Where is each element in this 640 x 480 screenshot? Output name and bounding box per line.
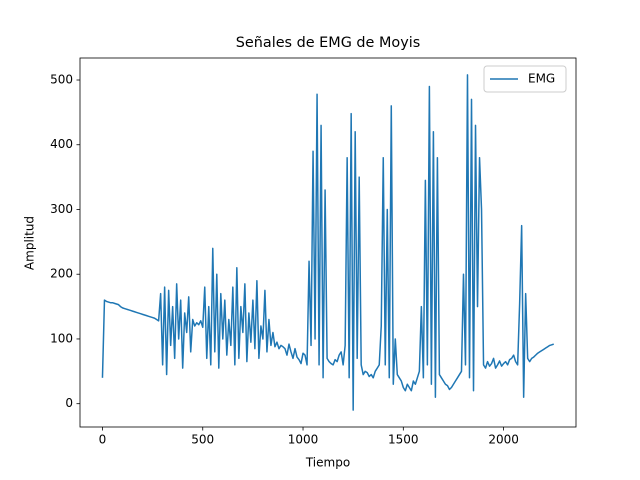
y-axis-label: Amplitud (23, 216, 37, 270)
y-tick-label: 400 (50, 137, 73, 151)
legend-box (483, 65, 567, 93)
series-line (101, 74, 554, 411)
x-tick-label: 0 (99, 433, 107, 447)
y-tick-label: 0 (65, 396, 73, 410)
x-tick-label: 2000 (488, 433, 519, 447)
x-tick-label: 1000 (288, 433, 319, 447)
y-tick-label: 300 (50, 202, 73, 216)
x-tick-label: 500 (191, 433, 214, 447)
x-tick-label: 1500 (388, 433, 419, 447)
axes-frame (79, 57, 577, 428)
legend-label: EMG (528, 72, 555, 86)
y-tick-label: 100 (50, 331, 73, 345)
chart-title: Señales de EMG de Moyis (236, 35, 420, 51)
y-tick-label: 500 (50, 73, 73, 87)
x-axis-label: Tiempo (305, 456, 350, 470)
y-tick-label: 200 (50, 267, 73, 281)
